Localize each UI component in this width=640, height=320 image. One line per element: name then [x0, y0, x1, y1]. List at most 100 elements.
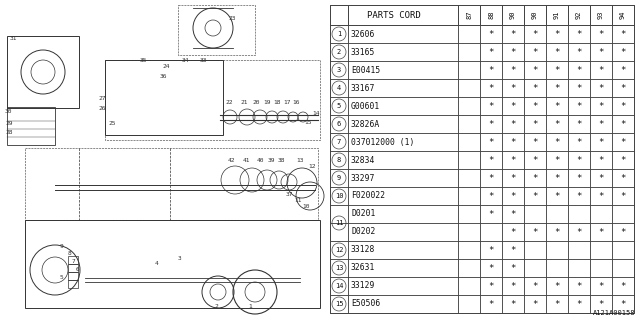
Bar [348, 241, 458, 259]
Text: 30: 30 [5, 109, 13, 114]
Text: 17: 17 [283, 100, 291, 105]
Text: *: * [620, 29, 626, 38]
Text: *: * [488, 47, 493, 57]
Text: 6: 6 [337, 121, 341, 127]
Text: *: * [598, 173, 604, 182]
Bar [458, 187, 480, 205]
Text: *: * [510, 245, 516, 254]
Text: *: * [576, 119, 582, 129]
Text: 33167: 33167 [351, 84, 376, 92]
Text: 2: 2 [214, 304, 218, 309]
Bar [330, 5, 348, 25]
Text: *: * [554, 138, 560, 147]
Bar [524, 43, 546, 61]
Bar [458, 205, 480, 223]
Bar [590, 223, 612, 241]
Text: *: * [576, 101, 582, 110]
Bar [330, 25, 348, 43]
Text: *: * [488, 300, 493, 308]
Text: *: * [554, 300, 560, 308]
Bar [546, 61, 568, 79]
Text: *: * [576, 173, 582, 182]
Text: 39: 39 [268, 158, 275, 163]
Text: *: * [488, 191, 493, 201]
Text: *: * [532, 300, 538, 308]
Bar [524, 25, 546, 43]
Bar [502, 241, 524, 259]
Bar [568, 295, 590, 313]
Bar [480, 205, 502, 223]
Bar [480, 43, 502, 61]
Text: 5: 5 [337, 103, 341, 109]
Bar [458, 115, 480, 133]
Text: 11: 11 [294, 198, 301, 203]
Bar [524, 115, 546, 133]
Bar [612, 277, 634, 295]
Text: *: * [510, 300, 516, 308]
Bar [612, 151, 634, 169]
Bar [458, 61, 480, 79]
Text: 90: 90 [510, 11, 516, 19]
Text: 12: 12 [308, 164, 316, 169]
Text: 037012000 (1): 037012000 (1) [351, 138, 414, 147]
Bar [502, 97, 524, 115]
Bar [546, 25, 568, 43]
Bar [502, 277, 524, 295]
Text: 4: 4 [155, 261, 159, 266]
Text: 42: 42 [228, 158, 236, 163]
Text: 13: 13 [296, 158, 303, 163]
Text: 7: 7 [337, 139, 341, 145]
Text: *: * [510, 119, 516, 129]
Bar [7, 107, 55, 145]
Bar [348, 79, 458, 97]
Bar [502, 169, 524, 187]
Text: *: * [576, 138, 582, 147]
Bar [480, 97, 502, 115]
Text: *: * [554, 228, 560, 236]
Bar [612, 5, 634, 25]
Bar [458, 79, 480, 97]
Bar [568, 259, 590, 277]
Bar [612, 169, 634, 187]
Text: 38: 38 [278, 158, 285, 163]
Text: *: * [532, 138, 538, 147]
Text: *: * [488, 29, 493, 38]
Bar [480, 151, 502, 169]
Text: *: * [488, 210, 493, 219]
Bar [348, 61, 458, 79]
Bar [590, 259, 612, 277]
Text: G00601: G00601 [351, 101, 380, 110]
Text: *: * [488, 282, 493, 291]
Bar [612, 205, 634, 223]
Bar [458, 259, 480, 277]
Bar [502, 151, 524, 169]
Text: 15: 15 [304, 120, 312, 125]
Text: *: * [598, 138, 604, 147]
Bar [480, 223, 502, 241]
Text: *: * [510, 173, 516, 182]
Text: *: * [598, 191, 604, 201]
Bar [612, 187, 634, 205]
Text: *: * [576, 84, 582, 92]
Text: *: * [488, 156, 493, 164]
Bar [568, 205, 590, 223]
Bar [524, 205, 546, 223]
Text: *: * [532, 282, 538, 291]
Bar [330, 115, 348, 133]
Bar [524, 187, 546, 205]
Bar [590, 187, 612, 205]
Text: 14: 14 [312, 111, 319, 116]
Text: 8: 8 [68, 251, 72, 256]
Text: *: * [510, 101, 516, 110]
Text: F020022: F020022 [351, 191, 385, 201]
Text: *: * [488, 245, 493, 254]
Bar [590, 25, 612, 43]
Text: 33165: 33165 [351, 47, 376, 57]
Text: 18: 18 [273, 100, 280, 105]
Bar [458, 295, 480, 313]
Bar [524, 259, 546, 277]
Text: 32606: 32606 [351, 29, 376, 38]
Bar [68, 256, 78, 264]
Text: *: * [554, 173, 560, 182]
Bar [458, 43, 480, 61]
